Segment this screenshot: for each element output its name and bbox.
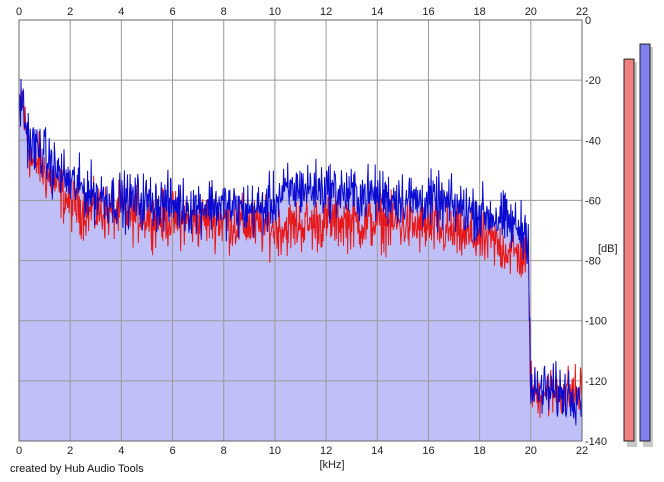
x-tick-label-top: 8 xyxy=(221,6,227,18)
x-tick-label-top: 12 xyxy=(320,6,332,18)
x-tick-label-top: 4 xyxy=(118,6,124,18)
series-right-channel xyxy=(18,78,583,426)
x-tick-label-top: 18 xyxy=(474,6,486,18)
level-meter-left xyxy=(623,58,635,442)
x-tick-label-bottom: 20 xyxy=(525,445,537,457)
x-tick-label-bottom: 6 xyxy=(169,445,175,457)
spectrum-fill-area xyxy=(19,79,582,441)
y-tick-label: -140 xyxy=(585,436,607,448)
x-tick-label-bottom: 0 xyxy=(16,445,22,457)
x-tick-label-bottom: 4 xyxy=(118,445,124,457)
x-tick-label-bottom: 16 xyxy=(422,445,434,457)
y-tick-label: -120 xyxy=(585,376,607,388)
x-tick-labels-top: 0 2 4 6 8 10 12 14 16 18 20 22 xyxy=(16,6,588,18)
x-tick-label-top: 22 xyxy=(576,6,588,18)
x-tick-label-top: 20 xyxy=(525,6,537,18)
y-tick-label: -20 xyxy=(585,75,601,87)
y-axis-label: [dB] xyxy=(598,243,618,255)
y-tick-label: -40 xyxy=(585,135,601,147)
x-tick-label-bottom: 10 xyxy=(269,445,281,457)
x-axis-label: [kHz] xyxy=(319,459,344,471)
x-tick-label-top: 0 xyxy=(16,6,22,18)
plot-frame xyxy=(18,19,583,442)
x-tick-label-bottom: 2 xyxy=(67,445,73,457)
x-tick-label-top: 14 xyxy=(371,6,383,18)
x-tick-label-bottom: 18 xyxy=(474,445,486,457)
x-tick-label-top: 10 xyxy=(269,6,281,18)
spectrum-fill xyxy=(19,79,582,441)
level-meters xyxy=(623,43,653,448)
x-tick-label-bottom: 8 xyxy=(221,445,227,457)
level-meter-right xyxy=(639,43,651,442)
x-tick-label-top: 6 xyxy=(169,6,175,18)
series-line-right xyxy=(18,78,583,426)
y-tick-label: -60 xyxy=(585,195,601,207)
x-tick-label-top: 2 xyxy=(67,6,73,18)
x-tick-labels-bottom: 0 2 4 6 8 10 12 14 16 18 20 22 xyxy=(16,445,588,457)
credit-text: created by Hub Audio Tools xyxy=(10,463,144,475)
x-tick-label-bottom: 12 xyxy=(320,445,332,457)
x-tick-label-bottom: 14 xyxy=(371,445,383,457)
y-tick-labels: 0 -20 -40 -60 -80 -100 -120 -140 xyxy=(585,15,607,448)
x-tick-label-bottom: 22 xyxy=(576,445,588,457)
y-tick-label: -80 xyxy=(585,256,601,268)
x-tick-label-top: 16 xyxy=(422,6,434,18)
y-tick-label: 0 xyxy=(585,15,591,27)
y-tick-label: -100 xyxy=(585,316,607,328)
